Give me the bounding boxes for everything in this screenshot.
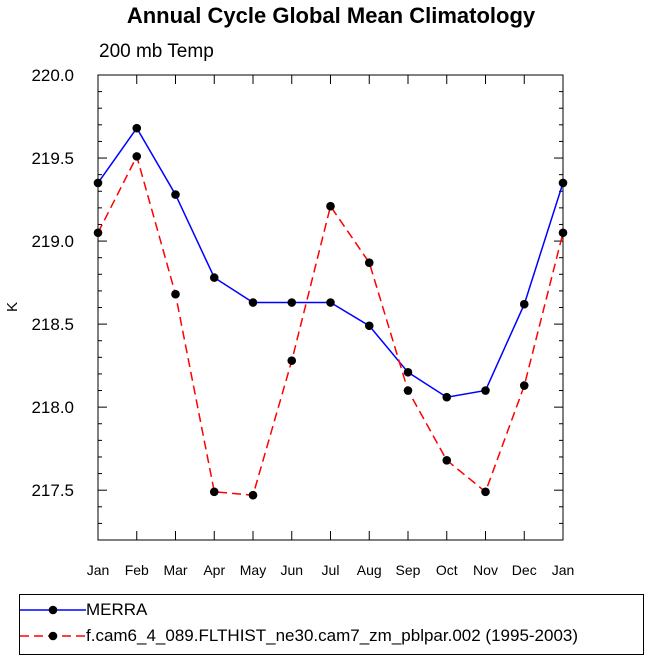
series-1-point <box>287 356 297 365</box>
legend-label-merra: MERRA <box>86 600 148 619</box>
series-1-point <box>326 201 335 211</box>
y-tick-label: 218.5 <box>31 315 74 334</box>
series-1-point <box>403 386 413 395</box>
series-0-point <box>558 178 568 188</box>
x-tick-label: Apr <box>203 562 225 578</box>
y-axis-label: K <box>4 302 21 312</box>
series-1-point <box>171 289 180 299</box>
series-1-point <box>519 381 529 390</box>
x-tick-label: Jan <box>552 562 575 578</box>
chart-subtitle: 200 mb Temp <box>99 41 214 62</box>
series-0-point <box>248 298 258 307</box>
x-tick-label: Dec <box>512 562 537 578</box>
x-tick-label: Mar <box>163 562 187 578</box>
series-0-point <box>364 321 374 331</box>
series-0-point <box>287 298 297 307</box>
series-1-point <box>442 455 452 465</box>
x-tick-label: Aug <box>357 562 382 578</box>
legend-label-model: f.cam6_4_089.FLTHIST_ne30.cam7_zm_pblpar… <box>86 626 579 645</box>
series-1-point <box>248 490 258 500</box>
x-tick-label: Jan <box>87 562 110 578</box>
x-tick-label: Jul <box>322 562 340 578</box>
series-0-point <box>326 298 335 307</box>
chart-title: Annual Cycle Global Mean Climatology <box>127 3 536 28</box>
x-tick-label: Oct <box>436 562 458 578</box>
axis-ticks: Jan Feb Mar Apr May Jun Jul Aug Sep Oct Nov Dec Jan 2… <box>31 66 574 578</box>
legend-swatch-merra <box>20 605 86 615</box>
series-1-point <box>132 152 142 161</box>
series-0-point <box>519 299 529 309</box>
y-tick-label: 218.0 <box>31 398 74 417</box>
legend-swatch-model <box>20 631 86 641</box>
x-tick-label: Feb <box>125 562 149 578</box>
series-0-point <box>442 392 452 402</box>
series-0-point <box>132 123 142 133</box>
y-tick-label: 219.0 <box>31 232 74 251</box>
y-tick-label: 219.5 <box>31 149 74 168</box>
x-tick-label: Sep <box>396 562 421 578</box>
series-0-point <box>171 190 180 199</box>
series-0-point <box>403 367 413 377</box>
legend: MERRA f.cam6_4_089.FLTHIST_ne30.cam7_zm_… <box>19 594 644 655</box>
series-layer <box>93 123 568 500</box>
y-tick-label: 220.0 <box>31 66 74 85</box>
series-line-0 <box>97 126 564 398</box>
series-1-point <box>558 228 568 238</box>
series-1-point <box>209 487 219 497</box>
series-1-point <box>481 487 490 497</box>
series-0-point <box>209 273 219 282</box>
series-0-point <box>481 386 490 395</box>
series-0-point <box>93 178 103 188</box>
series-1-point <box>93 228 103 238</box>
x-tick-label: Jun <box>280 562 303 578</box>
x-tick-label: May <box>240 562 266 578</box>
legend-item-merra: MERRA <box>20 597 147 623</box>
y-tick-label: 217.5 <box>31 481 74 500</box>
x-tick-label: Nov <box>473 562 498 578</box>
legend-item-model: f.cam6_4_089.FLTHIST_ne30.cam7_zm_pblpar… <box>20 623 578 649</box>
series-1-point <box>364 258 374 267</box>
